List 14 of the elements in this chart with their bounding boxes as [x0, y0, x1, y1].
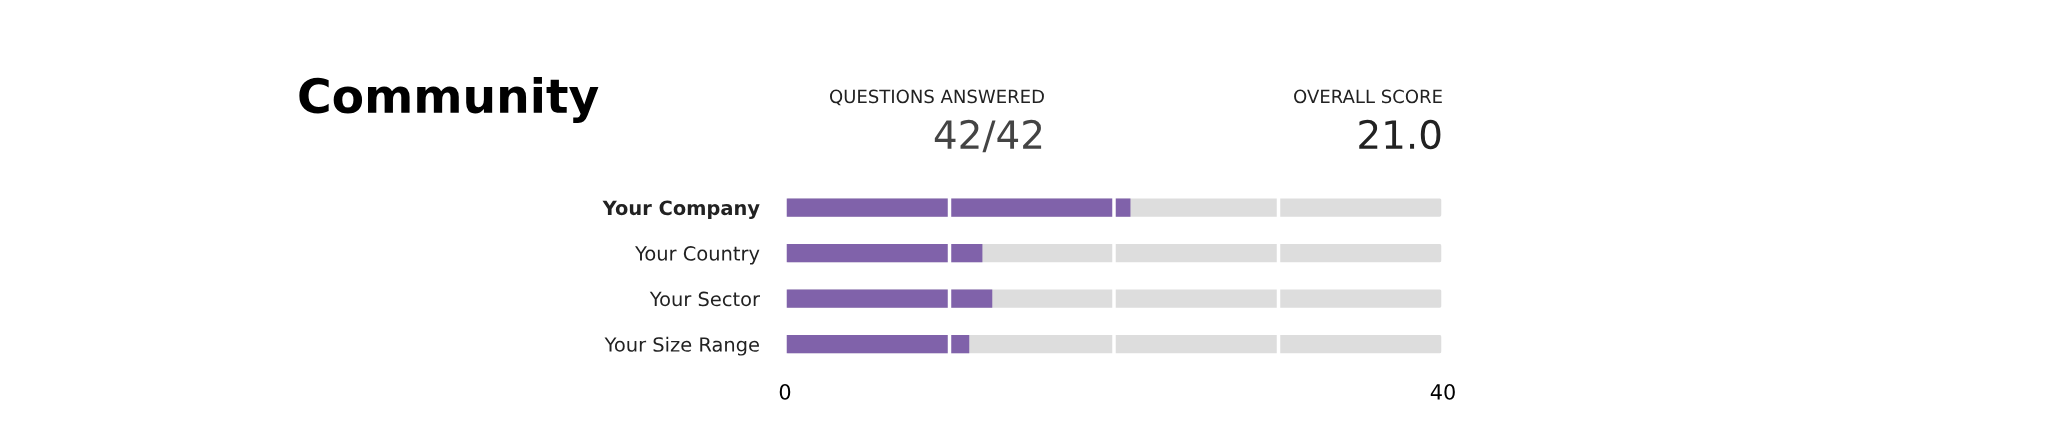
bar	[785, 289, 993, 308]
bar	[785, 335, 970, 354]
text: 21.0	[1359, 119, 1441, 150]
y-tick-label: Your Sector	[649, 291, 760, 307]
text: QUESTIONS ANSWERED	[830, 89, 1044, 106]
bar	[785, 244, 983, 263]
text: OVERALL SCORE	[1294, 89, 1442, 104]
y-tick-label: Your Country	[635, 246, 760, 265]
chart-title: Community	[299, 76, 599, 124]
x-tick-label: 40	[1430, 383, 1455, 400]
y-tick-label: Your Company	[602, 200, 760, 220]
y-tick-label: Your Size Range	[604, 336, 759, 356]
x-tick-label: 0	[779, 383, 791, 400]
text: 42/42	[934, 119, 1042, 153]
